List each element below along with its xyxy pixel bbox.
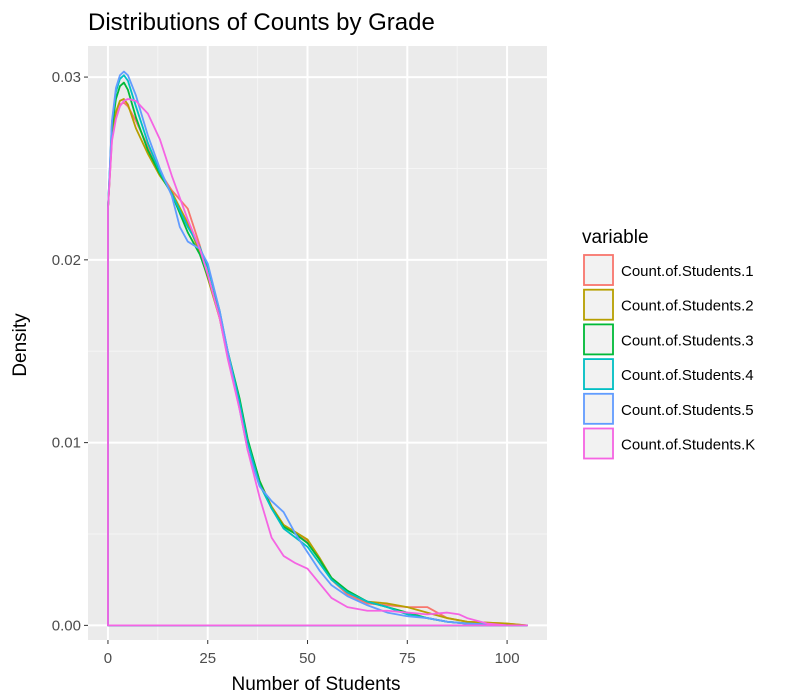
legend-key-bg-count-of-students-2 [583, 288, 614, 321]
legend-title: variable [582, 227, 649, 248]
plot-panel [88, 46, 547, 640]
legend: variable Count.of.Students.1 Count.of.Stu… [582, 227, 755, 460]
x-tick-label: 25 [199, 650, 216, 667]
x-tick-label: 50 [299, 650, 316, 667]
legend-label-count-of-students-1: Count.of.Students.1 [621, 263, 754, 280]
legend-key-count-of-students-3 [583, 323, 614, 356]
density-line-count-of-students-4 [107, 74, 528, 627]
legend-key-bg-count-of-students-5 [583, 392, 614, 425]
legend-label-count-of-students-5: Count.of.Students.5 [621, 402, 754, 419]
legend-key-bg-count-of-students-3 [583, 323, 614, 356]
y-tick-label: 0.00 [52, 617, 81, 634]
legend-label-count-of-students-2: Count.of.Students.2 [621, 298, 754, 315]
y-tick-label: 0.03 [52, 69, 81, 86]
legend-key-count-of-students-1 [583, 254, 614, 286]
x-tick-label: 0 [104, 650, 112, 667]
legend-key-bg-count-of-students-4 [583, 358, 614, 391]
legend-key-count-of-students-2 [583, 288, 614, 321]
y-tick-label: 0.02 [52, 252, 81, 269]
x-axis-title: Number of Students [232, 674, 401, 695]
legend-key-bg-count-of-students-k [583, 427, 614, 460]
series-group [107, 70, 528, 627]
axes-group: 0 25 50 75 100 0.00 0.01 0.02 0.03 [52, 69, 520, 667]
legend-key-count-of-students-k [583, 427, 614, 460]
x-tick-label: 100 [495, 650, 520, 667]
y-axis-title: Density [10, 313, 31, 377]
x-tick-label: 75 [399, 650, 416, 667]
legend-key-count-of-students-4 [583, 358, 614, 391]
legend-key-count-of-students-5 [583, 392, 614, 425]
y-tick-label: 0.01 [52, 435, 81, 452]
legend-label-count-of-students-k: Count.of.Students.K [621, 437, 755, 454]
legend-key-bg-count-of-students-1 [583, 254, 614, 286]
density-line-count-of-students-k [107, 98, 528, 627]
legend-label-count-of-students-3: Count.of.Students.3 [621, 332, 754, 349]
legend-label-count-of-students-4: Count.of.Students.4 [621, 367, 754, 384]
chart-title: Distributions of Counts by Grade [88, 9, 435, 36]
grid-minor [88, 46, 547, 640]
